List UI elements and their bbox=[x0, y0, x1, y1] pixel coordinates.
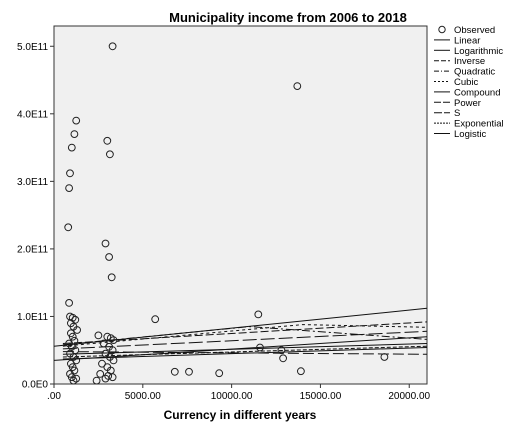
observed-point bbox=[109, 336, 118, 345]
chart-legend: ObservedLinearLogarithmicInverseQuadrati… bbox=[434, 25, 504, 140]
observed-point bbox=[297, 367, 305, 376]
fit-line-exponential bbox=[62, 345, 428, 358]
observed-point bbox=[72, 116, 81, 125]
fit-line-logistic bbox=[62, 343, 428, 355]
observed-point bbox=[256, 343, 264, 352]
observed-point bbox=[107, 273, 116, 282]
legend-line-label: Quadratic bbox=[454, 67, 495, 78]
x-tick-label: 15000.00 bbox=[300, 391, 342, 402]
observed-point bbox=[109, 356, 118, 365]
observed-point bbox=[70, 130, 79, 139]
observed-point bbox=[69, 376, 78, 385]
legend-line-label: S bbox=[454, 108, 460, 119]
observed-point bbox=[151, 315, 160, 324]
observed-point bbox=[380, 353, 389, 361]
observed-point bbox=[279, 354, 288, 363]
x-axis-label: Currency in different years bbox=[164, 408, 317, 422]
chart-title: Municipality income from 2006 to 2018 bbox=[169, 10, 407, 25]
y-tick-label: 2.0E11 bbox=[17, 244, 48, 255]
x-tick-label: 5000.00 bbox=[125, 391, 162, 402]
observed-point bbox=[101, 374, 110, 383]
plot-area bbox=[53, 25, 428, 385]
y-tick-label: 3.0E11 bbox=[17, 177, 48, 188]
x-tick-label: 20000.00 bbox=[388, 391, 430, 402]
observed-point bbox=[104, 372, 113, 380]
observed-point bbox=[170, 367, 179, 376]
y-tick-label: 4.0E11 bbox=[17, 109, 48, 120]
fit-line-cubic bbox=[62, 324, 428, 347]
legend-line-label: Logistic bbox=[454, 129, 486, 140]
observed-point bbox=[94, 331, 103, 340]
observed-point bbox=[215, 369, 224, 378]
fit-line-quadratic bbox=[62, 326, 428, 346]
observed-point bbox=[92, 376, 101, 385]
legend-line-label: Inverse bbox=[454, 56, 485, 67]
x-tick-label: .00 bbox=[47, 391, 61, 402]
observed-point bbox=[106, 150, 114, 159]
y-tick-label: 0.0E0 bbox=[22, 380, 49, 391]
observed-point bbox=[67, 143, 76, 152]
chart-axes: 0.0E0 1.0E11 2.0E11 3.0E11 4.0E11 5.0E11 .00 50… bbox=[17, 42, 430, 402]
observed-point bbox=[64, 223, 73, 232]
observed-point bbox=[68, 332, 77, 341]
observed-point bbox=[293, 82, 302, 90]
legend-line-label: Logarithmic bbox=[454, 46, 503, 57]
legend-observed-marker bbox=[438, 25, 446, 34]
observed-point bbox=[108, 373, 117, 382]
legend-observed-label: Observed bbox=[454, 25, 495, 36]
y-tick-label: 1.0E11 bbox=[17, 312, 48, 323]
observed-point bbox=[277, 346, 286, 355]
observed-point bbox=[105, 253, 113, 261]
observed-point bbox=[103, 136, 112, 145]
observed-point bbox=[65, 299, 73, 307]
legend-line-label: Cubic bbox=[454, 77, 479, 88]
chart-marks bbox=[53, 42, 428, 385]
legend-line-label: Exponential bbox=[454, 119, 504, 130]
x-tick-label: 10000.00 bbox=[211, 391, 253, 402]
observed-point bbox=[254, 310, 263, 319]
observed-point bbox=[68, 313, 77, 322]
observed-point bbox=[101, 239, 110, 248]
fit-line-inverse bbox=[62, 321, 428, 344]
observed-point bbox=[96, 370, 105, 378]
observed-point bbox=[66, 169, 74, 178]
legend-line-label: Power bbox=[454, 98, 481, 109]
y-tick-label: 5.0E11 bbox=[17, 42, 48, 53]
legend-line-label: Compound bbox=[454, 87, 500, 98]
legend-line-label: Linear bbox=[454, 35, 480, 46]
observed-point bbox=[108, 346, 117, 355]
observed-point bbox=[108, 42, 117, 51]
observed-point bbox=[185, 367, 193, 376]
observed-point bbox=[73, 326, 81, 334]
observed-point bbox=[65, 184, 73, 193]
fit-line-s bbox=[62, 330, 428, 350]
observed-point bbox=[103, 332, 112, 341]
